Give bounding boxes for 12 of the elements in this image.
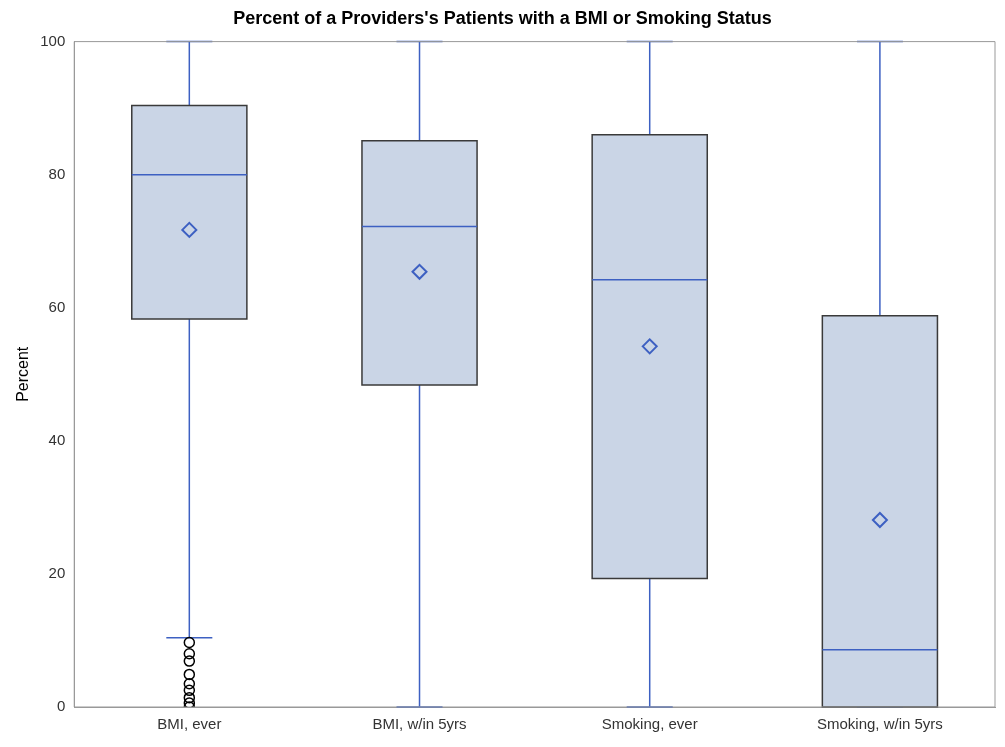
y-tick-label: 20 (48, 564, 66, 582)
x-tick-label: BMI, w/in 5yrs (372, 715, 467, 733)
chart-title: Percent of a Providers's Patients with a BMI or Smoking Status (233, 7, 772, 28)
y-tick-label: 100 (40, 31, 66, 49)
y-tick-label: 40 (48, 430, 66, 448)
x-tick-label: Smoking, w/in 5yrs (816, 715, 943, 733)
x-tick-label: BMI, ever (157, 715, 222, 733)
y-tick-label: 80 (48, 164, 66, 182)
y-tick-label: 0 (56, 697, 66, 715)
y-axis-title: Percent (14, 346, 32, 402)
x-tick-label: Smoking, ever (601, 715, 698, 733)
y-tick-label: 60 (48, 297, 66, 315)
